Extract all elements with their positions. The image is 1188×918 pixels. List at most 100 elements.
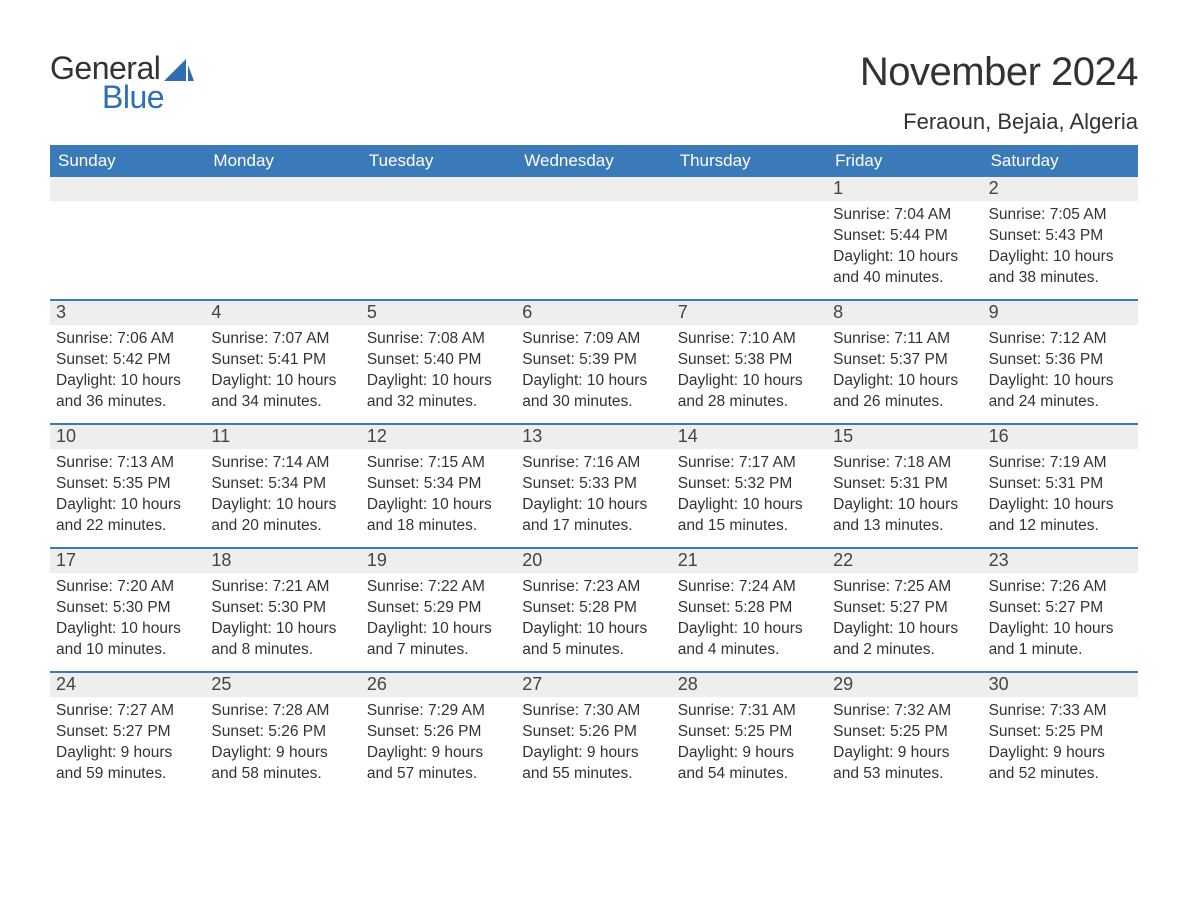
daylight-text: Daylight: 9 hours and 58 minutes. [211,743,354,785]
sunrise-text: Sunrise: 7:17 AM [678,453,821,474]
day-body: Sunrise: 7:33 AMSunset: 5:25 PMDaylight:… [983,697,1138,791]
sunset-text: Sunset: 5:25 PM [678,722,821,743]
day-number: 11 [205,425,360,449]
title-block: November 2024 Feraoun, Bejaia, Algeria [860,50,1138,135]
day-body: Sunrise: 7:28 AMSunset: 5:26 PMDaylight:… [205,697,360,791]
daylight-text: Daylight: 10 hours and 5 minutes. [522,619,665,661]
day-cell: 30Sunrise: 7:33 AMSunset: 5:25 PMDayligh… [983,673,1138,795]
dow-sunday: Sunday [50,145,205,177]
sunrise-text: Sunrise: 7:32 AM [833,701,976,722]
day-cell [50,177,205,299]
daylight-text: Daylight: 10 hours and 40 minutes. [833,247,976,289]
dow-friday: Friday [827,145,982,177]
day-number: 13 [516,425,671,449]
weeks-container: 1Sunrise: 7:04 AMSunset: 5:44 PMDaylight… [50,177,1138,795]
day-body: Sunrise: 7:10 AMSunset: 5:38 PMDaylight:… [672,325,827,419]
sunset-text: Sunset: 5:33 PM [522,474,665,495]
location-subtitle: Feraoun, Bejaia, Algeria [860,109,1138,135]
week-row: 10Sunrise: 7:13 AMSunset: 5:35 PMDayligh… [50,423,1138,547]
day-cell: 2Sunrise: 7:05 AMSunset: 5:43 PMDaylight… [983,177,1138,299]
sunrise-text: Sunrise: 7:18 AM [833,453,976,474]
sunset-text: Sunset: 5:43 PM [989,226,1132,247]
day-cell: 16 Sunrise: 7:19 AMSunset: 5:31 PMDayligh… [983,425,1138,547]
daylight-text: Daylight: 10 hours and 4 minutes. [678,619,821,661]
day-body: Sunrise: 7:11 AMSunset: 5:37 PMDaylight:… [827,325,982,419]
day-cell: 5Sunrise: 7:08 AMSunset: 5:40 PMDaylight… [361,301,516,423]
week-row: 3Sunrise: 7:06 AMSunset: 5:42 PMDaylight… [50,299,1138,423]
day-cell [205,177,360,299]
day-body: Sunrise: 7:16 AMSunset: 5:33 PMDaylight:… [516,449,671,543]
sunset-text: Sunset: 5:35 PM [56,474,199,495]
day-cell: 23Sunrise: 7:26 AMSunset: 5:27 PMDayligh… [983,549,1138,671]
day-number: 29 [827,673,982,697]
brand-word-2: Blue [102,79,164,116]
sunrise-text: Sunrise: 7:12 AM [989,329,1132,350]
sunset-text: Sunset: 5:27 PM [56,722,199,743]
calendar: Sunday Monday Tuesday Wednesday Thursday… [50,145,1138,795]
sunset-text: Sunset: 5:40 PM [367,350,510,371]
daylight-text: Daylight: 10 hours and 12 minutes. [989,495,1132,537]
day-body: Sunrise: 7:05 AMSunset: 5:43 PMDaylight:… [983,201,1138,295]
day-of-week-header: Sunday Monday Tuesday Wednesday Thursday… [50,145,1138,177]
sunset-text: Sunset: 5:28 PM [522,598,665,619]
daylight-text: Daylight: 9 hours and 55 minutes. [522,743,665,785]
dow-saturday: Saturday [983,145,1138,177]
daylight-text: Daylight: 10 hours and 24 minutes. [989,371,1132,413]
day-cell: 9Sunrise: 7:12 AMSunset: 5:36 PMDaylight… [983,301,1138,423]
empty-day-bar [50,177,205,201]
day-cell: 8Sunrise: 7:11 AMSunset: 5:37 PMDaylight… [827,301,982,423]
sunrise-text: Sunrise: 7:10 AM [678,329,821,350]
sunrise-text: Sunrise: 7:19 AM [989,453,1132,474]
daylight-text: Daylight: 9 hours and 54 minutes. [678,743,821,785]
day-cell: 7Sunrise: 7:10 AMSunset: 5:38 PMDaylight… [672,301,827,423]
sunset-text: Sunset: 5:30 PM [56,598,199,619]
day-cell [516,177,671,299]
header: General Blue November 2024 Feraoun, Beja… [50,50,1138,135]
sunset-text: Sunset: 5:36 PM [989,350,1132,371]
day-body: Sunrise: 7:14 AMSunset: 5:34 PMDaylight:… [205,449,360,543]
day-cell: 25Sunrise: 7:28 AMSunset: 5:26 PMDayligh… [205,673,360,795]
day-number: 18 [205,549,360,573]
day-number: 19 [361,549,516,573]
day-cell: 28Sunrise: 7:31 AMSunset: 5:25 PMDayligh… [672,673,827,795]
sunrise-text: Sunrise: 7:16 AM [522,453,665,474]
sunset-text: Sunset: 5:26 PM [211,722,354,743]
day-cell: 20Sunrise: 7:23 AMSunset: 5:28 PMDayligh… [516,549,671,671]
day-number: 15 [827,425,982,449]
daylight-text: Daylight: 10 hours and 17 minutes. [522,495,665,537]
day-cell: 6Sunrise: 7:09 AMSunset: 5:39 PMDaylight… [516,301,671,423]
brand-logo: General Blue [50,50,194,116]
day-cell: 27Sunrise: 7:30 AMSunset: 5:26 PMDayligh… [516,673,671,795]
day-number: 16 [983,425,1138,449]
day-cell: 3Sunrise: 7:06 AMSunset: 5:42 PMDaylight… [50,301,205,423]
sunrise-text: Sunrise: 7:30 AM [522,701,665,722]
day-body: Sunrise: 7:07 AMSunset: 5:41 PMDaylight:… [205,325,360,419]
daylight-text: Daylight: 10 hours and 32 minutes. [367,371,510,413]
sunrise-text: Sunrise: 7:26 AM [989,577,1132,598]
day-cell: 29Sunrise: 7:32 AMSunset: 5:25 PMDayligh… [827,673,982,795]
day-number: 25 [205,673,360,697]
sunrise-text: Sunrise: 7:15 AM [367,453,510,474]
sunset-text: Sunset: 5:41 PM [211,350,354,371]
day-number: 12 [361,425,516,449]
dow-monday: Monday [205,145,360,177]
brand-sail-icon [164,59,194,81]
day-body: Sunrise: 7:08 AMSunset: 5:40 PMDaylight:… [361,325,516,419]
day-cell: 26Sunrise: 7:29 AMSunset: 5:26 PMDayligh… [361,673,516,795]
sunrise-text: Sunrise: 7:29 AM [367,701,510,722]
week-row: 24Sunrise: 7:27 AMSunset: 5:27 PMDayligh… [50,671,1138,795]
sunset-text: Sunset: 5:42 PM [56,350,199,371]
dow-tuesday: Tuesday [361,145,516,177]
day-body: Sunrise: 7:26 AMSunset: 5:27 PMDaylight:… [983,573,1138,667]
day-number: 26 [361,673,516,697]
daylight-text: Daylight: 9 hours and 59 minutes. [56,743,199,785]
day-body: Sunrise: 7:13 AMSunset: 5:35 PMDaylight:… [50,449,205,543]
day-body: Sunrise: 7:06 AMSunset: 5:42 PMDaylight:… [50,325,205,419]
day-number: 22 [827,549,982,573]
day-body: Sunrise: 7:24 AMSunset: 5:28 PMDaylight:… [672,573,827,667]
month-title: November 2024 [860,50,1138,95]
sunset-text: Sunset: 5:34 PM [367,474,510,495]
day-cell: 12Sunrise: 7:15 AMSunset: 5:34 PMDayligh… [361,425,516,547]
day-number: 8 [827,301,982,325]
sunset-text: Sunset: 5:31 PM [989,474,1132,495]
